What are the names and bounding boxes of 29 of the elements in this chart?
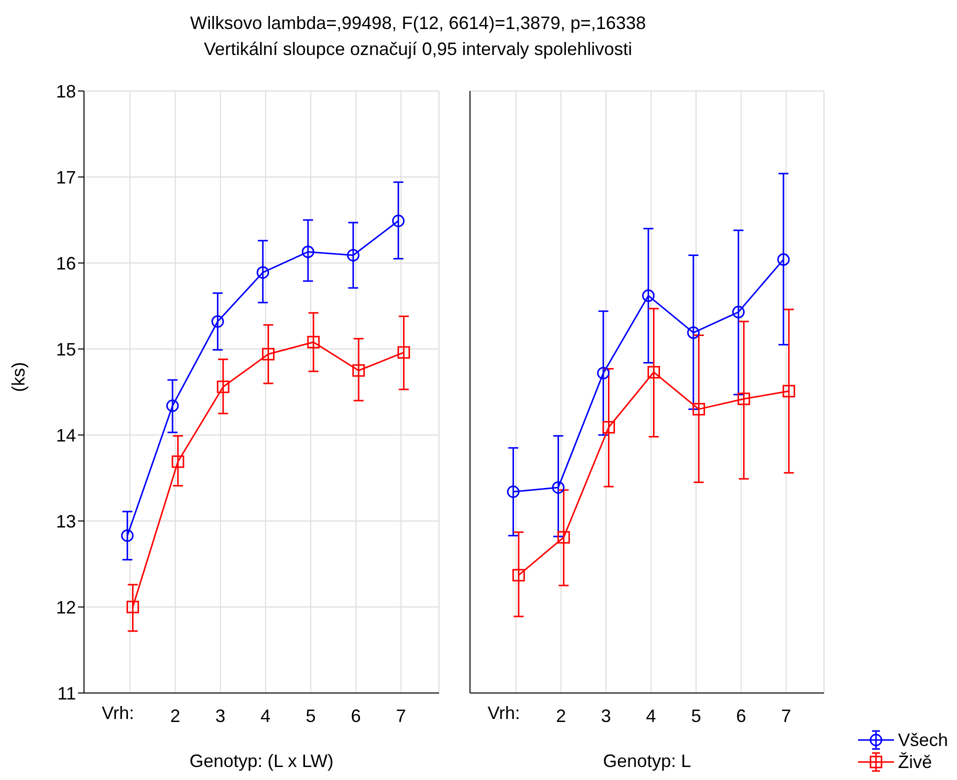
- chart-subtitle: Vertikální sloupce označují 0,95 intervaly spolehlivosti: [202, 38, 634, 61]
- x-tick-label: 2: [170, 706, 180, 726]
- y-tick-label: 12: [56, 597, 76, 618]
- x-tick-label: 4: [260, 706, 271, 726]
- x-tick-label: 4: [646, 706, 656, 726]
- x-tick-label: 5: [691, 706, 702, 726]
- x-axis-title: Genotyp: (L x LW): [189, 751, 334, 771]
- text: Vrh:: [488, 703, 520, 724]
- legend-label: Živě: [898, 752, 932, 772]
- legend-label: Všech: [898, 730, 948, 750]
- x-tick-label: 6: [736, 706, 746, 726]
- x-axis-title: Genotyp: L: [602, 751, 692, 771]
- y-tick-label: 17: [56, 167, 76, 188]
- y-tick-label: 18: [56, 81, 76, 102]
- x-tick-label: 7: [781, 706, 792, 726]
- text: Vrh:: [102, 703, 134, 724]
- y-tick-label: 11: [57, 683, 76, 704]
- x-tick-label: 6: [350, 706, 361, 726]
- y-tick-label: 14: [56, 425, 76, 446]
- x-tick-label: 2: [556, 706, 566, 726]
- y-tick-label: 13: [56, 511, 76, 532]
- y-tick-label: 16: [56, 253, 76, 274]
- y-axis-title: (ks): [8, 362, 28, 392]
- x-tick-label: 3: [215, 706, 226, 726]
- x-tick-label: 3: [601, 706, 612, 726]
- x-tick-label: 7: [396, 706, 406, 726]
- y-tick-label: 15: [56, 339, 76, 360]
- chart-title: Wilksovo lambda=,99498, F(12, 6614)=1,3879, p=,16338: [189, 12, 647, 35]
- x-tick-label: 5: [306, 706, 316, 726]
